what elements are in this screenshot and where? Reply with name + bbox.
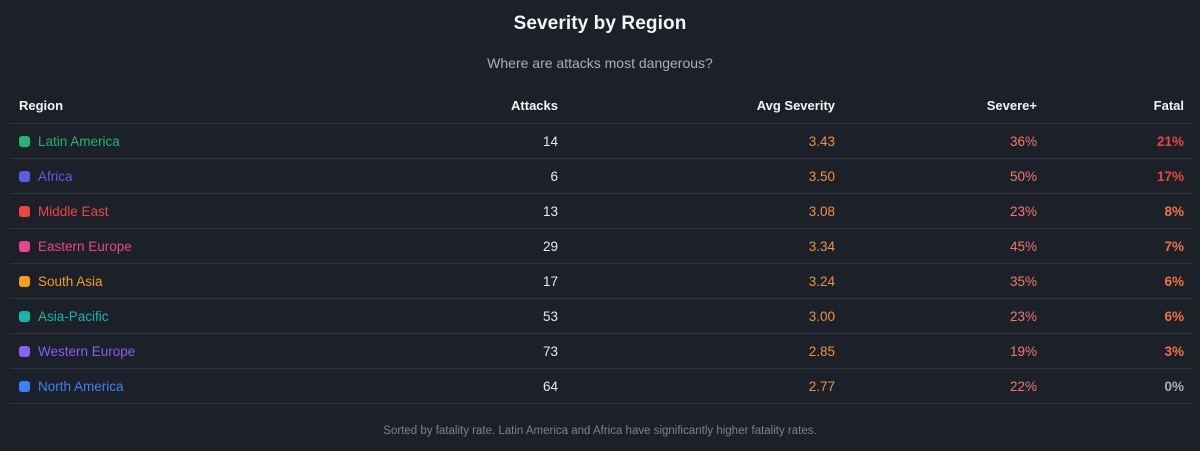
table-row: Asia-Pacific 53 3.00 23% 6% bbox=[10, 298, 1193, 334]
header-attacks: Attacks bbox=[280, 88, 567, 124]
table-row: Western Europe 73 2.85 19% 3% bbox=[10, 333, 1193, 369]
severe-plus-cell: 45% bbox=[844, 228, 1046, 264]
region-color-swatch bbox=[19, 170, 30, 182]
avg-severity-cell: 2.77 bbox=[567, 368, 844, 404]
region-color-swatch bbox=[19, 310, 30, 322]
attacks-cell: 17 bbox=[280, 263, 567, 299]
header-region: Region bbox=[10, 88, 280, 124]
avg-severity-cell: 3.00 bbox=[567, 298, 844, 334]
region-cell: Latin America bbox=[10, 123, 280, 159]
region-cell: Asia-Pacific bbox=[10, 298, 280, 334]
attacks-cell: 6 bbox=[280, 158, 567, 194]
header-fatal: Fatal bbox=[1046, 88, 1193, 124]
region-cell: North America bbox=[10, 368, 280, 404]
severe-plus-cell: 19% bbox=[844, 333, 1046, 369]
fatal-cell: 8% bbox=[1046, 193, 1193, 229]
chart-title: Severity by Region bbox=[513, 13, 687, 34]
table-row: Eastern Europe 29 3.34 45% 7% bbox=[10, 228, 1193, 264]
table-row: North America 64 2.77 22% 0% bbox=[10, 368, 1193, 404]
region-cell: Eastern Europe bbox=[10, 228, 280, 264]
region-cell: Africa bbox=[10, 158, 280, 194]
region-name: North America bbox=[38, 378, 124, 394]
region-name: Latin America bbox=[38, 133, 120, 149]
severe-plus-cell: 22% bbox=[844, 368, 1046, 404]
header-severe-plus: Severe+ bbox=[844, 88, 1046, 124]
region-name: South Asia bbox=[38, 273, 103, 289]
attacks-cell: 29 bbox=[280, 228, 567, 264]
table-row: South Asia 17 3.24 35% 6% bbox=[10, 263, 1193, 299]
region-cell: Western Europe bbox=[10, 333, 280, 369]
severe-plus-cell: 36% bbox=[844, 123, 1046, 159]
avg-severity-cell: 3.50 bbox=[567, 158, 844, 194]
region-color-swatch bbox=[19, 380, 30, 392]
fatal-cell: 17% bbox=[1046, 158, 1193, 194]
region-color-swatch bbox=[19, 345, 30, 357]
fatal-cell: 21% bbox=[1046, 123, 1193, 159]
chart-subtitle: Where are attacks most dangerous? bbox=[487, 55, 713, 71]
region-cell: South Asia bbox=[10, 263, 280, 299]
avg-severity-cell: 3.34 bbox=[567, 228, 844, 264]
avg-severity-cell: 3.43 bbox=[567, 123, 844, 159]
attacks-cell: 53 bbox=[280, 298, 567, 334]
table-row: Middle East 13 3.08 23% 8% bbox=[10, 193, 1193, 229]
region-name: Asia-Pacific bbox=[38, 308, 109, 324]
attacks-cell: 73 bbox=[280, 333, 567, 369]
severe-plus-cell: 35% bbox=[844, 263, 1046, 299]
header-avg-severity: Avg Severity bbox=[567, 88, 844, 124]
avg-severity-cell: 3.08 bbox=[567, 193, 844, 229]
region-cell: Middle East bbox=[10, 193, 280, 229]
severity-table: Region Attacks Avg Severity Severe+ Fata… bbox=[10, 88, 1193, 404]
table-header-row: Region Attacks Avg Severity Severe+ Fata… bbox=[10, 88, 1193, 124]
region-color-swatch bbox=[19, 205, 30, 217]
region-name: Africa bbox=[38, 168, 73, 184]
region-color-swatch bbox=[19, 275, 30, 287]
footnote: Sorted by fatality rate. Latin America a… bbox=[383, 425, 817, 437]
region-color-swatch bbox=[19, 240, 30, 252]
region-name: Western Europe bbox=[38, 343, 136, 359]
region-name: Middle East bbox=[38, 203, 109, 219]
attacks-cell: 64 bbox=[280, 368, 567, 404]
avg-severity-cell: 3.24 bbox=[567, 263, 844, 299]
region-name: Eastern Europe bbox=[38, 238, 132, 254]
avg-severity-cell: 2.85 bbox=[567, 333, 844, 369]
fatal-cell: 7% bbox=[1046, 228, 1193, 264]
fatal-cell: 6% bbox=[1046, 263, 1193, 299]
severe-plus-cell: 50% bbox=[844, 158, 1046, 194]
fatal-cell: 3% bbox=[1046, 333, 1193, 369]
table-row: Africa 6 3.50 50% 17% bbox=[10, 158, 1193, 194]
fatal-cell: 6% bbox=[1046, 298, 1193, 334]
severe-plus-cell: 23% bbox=[844, 298, 1046, 334]
attacks-cell: 14 bbox=[280, 123, 567, 159]
severe-plus-cell: 23% bbox=[844, 193, 1046, 229]
table-row: Latin America 14 3.43 36% 21% bbox=[10, 123, 1193, 159]
region-color-swatch bbox=[19, 135, 30, 147]
table-body: Latin America 14 3.43 36% 21% Africa 6 3.50 50% 1… bbox=[10, 123, 1193, 404]
fatal-cell: 0% bbox=[1046, 368, 1193, 404]
attacks-cell: 13 bbox=[280, 193, 567, 229]
